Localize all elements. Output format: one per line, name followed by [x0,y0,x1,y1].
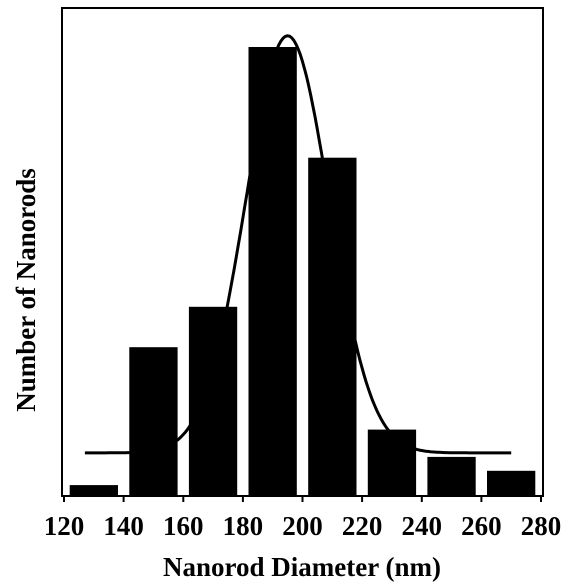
bar-200-220 [308,157,357,495]
bar-260-280 [487,470,536,495]
bar-group [69,47,536,495]
x-axis-title: Nanorod Diameter (nm) [163,552,441,582]
x-tick-label: 180 [223,511,264,541]
fit-curve [84,34,512,455]
x-tick-label: 260 [461,511,502,541]
x-axis-ticks: 120 140 160 180 200 220 240 260 280 [44,496,562,541]
bar-180-200 [248,47,297,495]
x-tick-label: 280 [521,511,562,541]
x-tick-label: 160 [163,511,204,541]
y-axis-title: Number of Nanorods [11,168,41,412]
bar-160-180 [188,306,238,495]
x-tick-label: 200 [282,511,323,541]
x-tick-label: 240 [402,511,443,541]
x-tick-label: 120 [44,511,85,541]
x-tick-label: 140 [103,511,144,541]
bar-140-160 [129,347,178,495]
bar-220-240 [367,429,417,495]
bar-240-260 [427,456,476,495]
bar-120-140 [69,485,118,495]
x-tick-label: 220 [342,511,383,541]
